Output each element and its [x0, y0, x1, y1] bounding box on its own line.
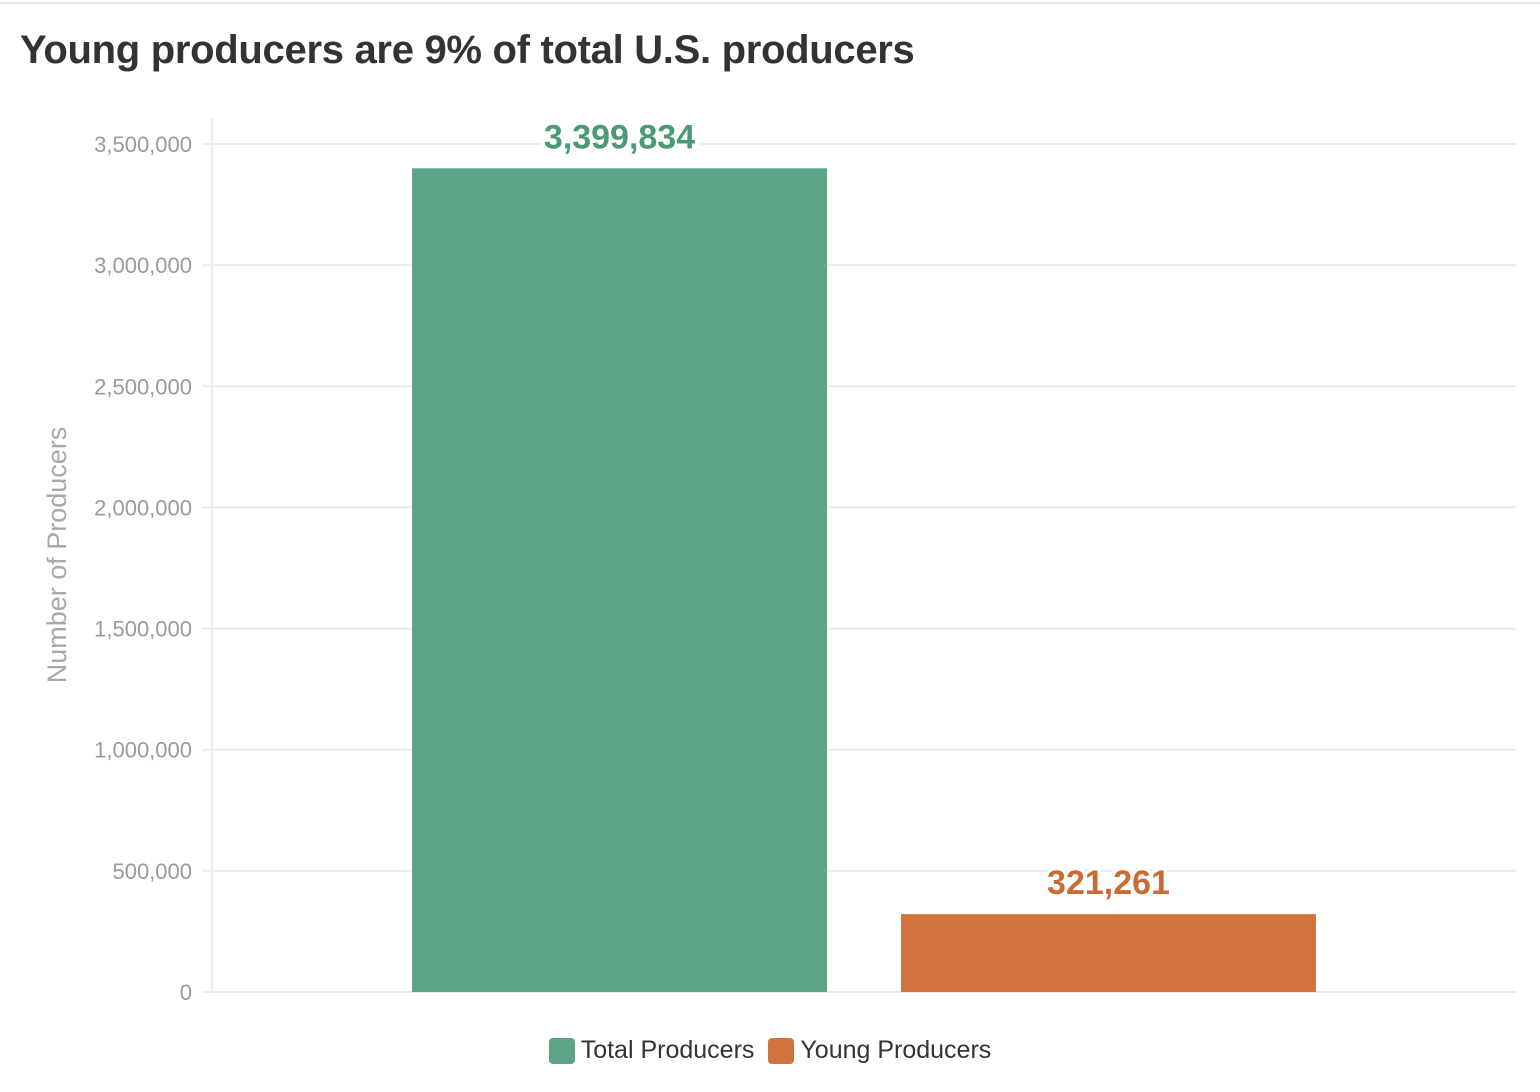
y-tick-label: 3,000,000 — [94, 253, 192, 278]
y-tick-label: 3,500,000 — [94, 132, 192, 157]
chart-title: Young producers are 9% of total U.S. pro… — [20, 28, 915, 72]
legend-item-young-producers[interactable]: Young Producers — [768, 1036, 991, 1065]
y-tick-label: 1,500,000 — [94, 617, 192, 642]
legend-label-young: Young Producers — [800, 1036, 992, 1064]
y-tick-label: 1,000,000 — [94, 738, 192, 763]
value-label-total-producers: 3,399,834 — [544, 118, 695, 156]
top-divider — [0, 2, 1540, 4]
legend-swatch-total — [548, 1037, 575, 1064]
bar-young-producers[interactable] — [901, 914, 1316, 992]
legend: Total Producers Young Producers — [0, 1036, 1540, 1065]
gridlines — [202, 143, 1516, 993]
bar-chart: 0 500,000 1,000,000 1,500,000 2,000,000 2,500… — [42, 115, 1516, 1005]
y-tick-label: 500,000 — [112, 859, 192, 884]
y-tick-label: 2,500,000 — [94, 374, 192, 399]
bar-total-producers[interactable] — [412, 168, 827, 992]
y-tick-label: 0 — [180, 980, 192, 1005]
y-axis-ticks: 0 500,000 1,000,000 1,500,000 2,000,000 2,500… — [94, 132, 192, 1005]
legend-item-total-producers[interactable]: Total Producers — [548, 1036, 755, 1065]
y-axis-label: Number of Producers — [42, 427, 72, 684]
y-tick-label: 2,000,000 — [94, 495, 192, 520]
bars — [412, 168, 1316, 992]
legend-swatch-young — [768, 1037, 795, 1064]
value-label-young-producers: 321,261 — [1047, 864, 1170, 902]
value-labels: 3,399,834 321,261 — [541, 115, 1173, 905]
legend-label-total: Total Producers — [580, 1036, 755, 1064]
